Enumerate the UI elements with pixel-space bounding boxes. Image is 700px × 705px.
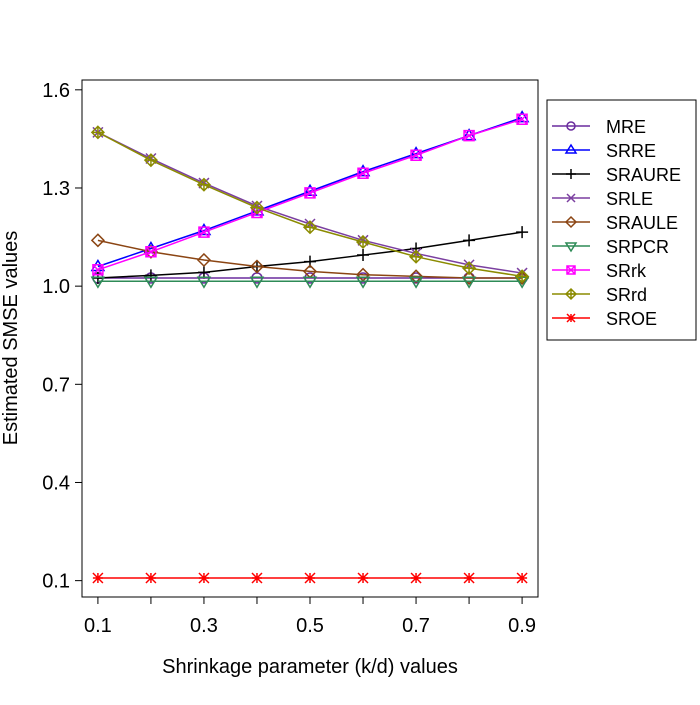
series-line	[97, 239, 523, 279]
marker-plus	[144, 269, 157, 282]
marker-cross	[566, 193, 576, 203]
legend-label: MRE	[606, 117, 646, 137]
marker-square-x	[304, 187, 316, 199]
marker-triangle-down	[355, 276, 371, 289]
legend-item: SRLE	[552, 189, 653, 209]
marker-asterisk	[410, 572, 422, 584]
marker-square-x	[198, 226, 210, 238]
marker-diamond-plus	[408, 249, 424, 264]
marker-asterisk	[357, 572, 369, 584]
legend-item: SRPCR	[552, 237, 669, 257]
marker-asterisk	[92, 572, 104, 584]
series-sroe	[92, 572, 528, 584]
legend-label: SRLE	[606, 189, 653, 209]
y-tick-label: 1.0	[42, 276, 70, 298]
marker-diamond	[196, 252, 212, 268]
marker-plus	[197, 266, 210, 279]
marker-diamond-plus	[143, 153, 158, 168]
y-axis-label: Estimated SMSE values	[0, 231, 22, 446]
legend-label: SRAURE	[606, 165, 681, 185]
marker-square-x	[566, 265, 576, 275]
marker-asterisk	[304, 572, 316, 584]
x-tick-label: 0.3	[190, 615, 218, 637]
marker-square-x	[357, 167, 369, 180]
marker-square-x	[410, 149, 422, 162]
marker-triangle-down	[302, 276, 318, 289]
marker-triangle-down	[408, 276, 424, 289]
marker-diamond-plus	[249, 200, 265, 215]
legend-item: SRrk	[552, 261, 647, 281]
marker-triangle-down	[143, 276, 159, 289]
legend-label: SRrd	[606, 285, 647, 305]
marker-plus	[357, 249, 370, 262]
marker-asterisk	[145, 572, 157, 584]
x-tick-label: 0.7	[402, 615, 430, 637]
x-tick-label: 0.1	[84, 615, 112, 637]
marker-square-x	[92, 264, 104, 276]
marker-triangle-down	[249, 276, 265, 289]
y-tick-label: 1.3	[42, 178, 70, 200]
marker-asterisk	[251, 572, 263, 584]
series-line	[97, 131, 523, 274]
legend-label: SRrk	[606, 261, 647, 281]
legend-item: SRAULE	[552, 213, 678, 233]
x-tick-label: 0.9	[508, 615, 536, 637]
marker-square-x	[463, 129, 475, 142]
series-srpcr	[90, 276, 530, 289]
legend-item: SROE	[552, 309, 657, 329]
legend: MRE SRRE SRAURE SRLE SRAULE SRPCR SRrk SRrd SROE	[546, 99, 697, 341]
marker-diamond-plus	[355, 234, 371, 250]
legend-label: SRPCR	[606, 237, 669, 257]
marker-square-x	[516, 113, 528, 126]
series-srle	[92, 126, 528, 279]
x-axis-label: Shrinkage parameter (k/d) values	[162, 656, 458, 678]
series-group	[90, 110, 530, 584]
series-line	[97, 131, 523, 278]
y-tick-label: 0.4	[42, 472, 70, 494]
marker-diamond	[564, 215, 578, 229]
marker-plus	[463, 234, 476, 247]
marker-diamond	[249, 259, 265, 274]
marker-diamond-plus	[196, 177, 212, 192]
marker-triangle-down	[196, 276, 212, 289]
y-tick-label: 1.6	[42, 80, 70, 102]
y-tick-label: 0.1	[42, 571, 70, 593]
marker-plus	[566, 169, 576, 179]
marker-triangle-up	[564, 143, 578, 154]
marker-diamond-plus	[515, 269, 530, 284]
marker-asterisk	[463, 572, 475, 584]
legend-label: SRAULE	[606, 213, 678, 233]
series-srrd	[90, 125, 530, 284]
legend-box	[546, 99, 697, 341]
marker-diamond	[462, 270, 477, 286]
marker-asterisk	[198, 572, 210, 584]
marker-triangle-down	[461, 276, 477, 289]
marker-triangle-down	[90, 276, 106, 289]
legend-item: SRRE	[552, 141, 656, 161]
series-sraure	[91, 226, 529, 284]
x-tick-label: 0.5	[296, 615, 324, 637]
legend-item: SRrd	[552, 285, 647, 305]
marker-diamond-plus	[90, 125, 105, 140]
marker-diamond-plus	[564, 287, 578, 301]
marker-plus	[516, 226, 529, 239]
legend-label: SROE	[606, 309, 657, 329]
legend-label: SRRE	[606, 141, 656, 161]
marker-diamond	[408, 269, 424, 284]
marker-triangle-down	[564, 242, 578, 253]
series-srre	[90, 110, 530, 272]
y-axis: 0.1 0.4 0.7 1.0 1.3 1.6	[42, 80, 82, 593]
y-tick-label: 0.7	[42, 374, 70, 396]
marker-circle	[566, 121, 576, 131]
marker-square-x	[145, 246, 157, 258]
legend-item: MRE	[552, 117, 646, 137]
legend-item: SRAURE	[552, 165, 681, 185]
marker-asterisk	[516, 572, 528, 584]
x-axis: 0.1 0.3 0.5 0.7 0.9	[84, 597, 536, 637]
marker-diamond	[90, 233, 105, 248]
marker-diamond-plus	[302, 220, 318, 235]
marker-diamond-plus	[462, 261, 477, 276]
marker-asterisk	[566, 313, 576, 323]
